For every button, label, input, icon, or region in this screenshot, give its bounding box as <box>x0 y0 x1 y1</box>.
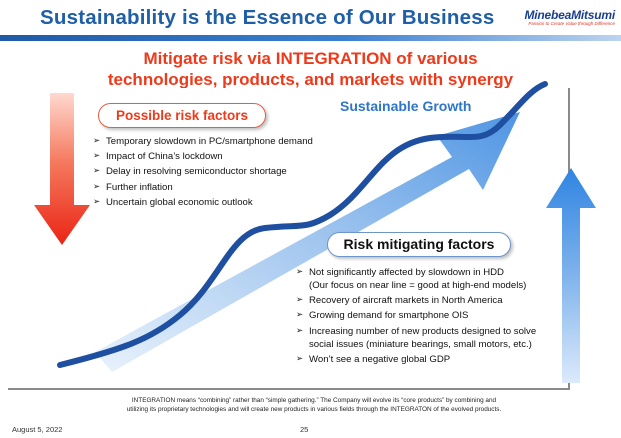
risk-factors-label: Possible risk factors <box>98 103 266 128</box>
logo-name: MinebeaMitsumi <box>524 8 615 22</box>
headline: Mitigate risk via INTEGRATION of various… <box>0 48 621 90</box>
item-subtext: (Our focus on near line = good at high-e… <box>309 280 527 291</box>
list-item: Won’t see a negative global GDP <box>296 353 556 366</box>
list-item: Not significantly affected by slowdown i… <box>296 266 556 292</box>
risk-factors-list: Temporary slowdown in PC/smartphone dema… <box>93 135 393 211</box>
growth-up-arrow <box>546 168 596 383</box>
item-text: Not significantly affected by slowdown i… <box>309 267 504 278</box>
logo-tagline: Passion to Create Value through Differen… <box>528 21 615 26</box>
list-item: Delay in resolving semiconductor shortag… <box>93 165 393 178</box>
sustainable-growth-label: Sustainable Growth <box>340 98 472 114</box>
list-item: Impact of China’s lockdown <box>93 150 393 163</box>
list-item: Temporary slowdown in PC/smartphone dema… <box>93 135 393 148</box>
risk-down-arrow <box>34 93 90 245</box>
mitigating-factors-label: Risk mitigating factors <box>327 232 511 257</box>
growth-curve <box>57 81 548 368</box>
footnote-line-2: utilizing its proprietary technologies a… <box>126 405 502 413</box>
footnote-line-1: INTEGRATION means “combining” rather tha… <box>131 397 497 404</box>
company-logo: MinebeaMitsumi Passion to Create Value t… <box>497 8 615 26</box>
title-divider <box>0 35 621 41</box>
list-item: Recovery of aircraft markets in North Am… <box>296 294 556 307</box>
footnote: INTEGRATION means “combining” rather tha… <box>74 397 554 414</box>
list-item: Uncertain global economic outlook <box>93 196 393 209</box>
mitigating-factors-list: Not significantly affected by slowdown i… <box>296 266 556 368</box>
list-item: Growing demand for smartphone OIS <box>296 309 556 322</box>
diagonal-growth-arrow <box>95 112 520 372</box>
headline-line-2: technologies, products, and markets with… <box>107 70 514 89</box>
page-title: Sustainability is the Essence of Our Bus… <box>40 6 495 29</box>
page-number: 25 <box>300 425 309 434</box>
list-item: Further inflation <box>93 181 393 194</box>
list-item: Increasing number of new products design… <box>296 325 556 351</box>
footer-date: August 5, 2022 <box>12 425 63 434</box>
headline-line-1: Mitigate risk via INTEGRATION of various <box>143 49 478 68</box>
